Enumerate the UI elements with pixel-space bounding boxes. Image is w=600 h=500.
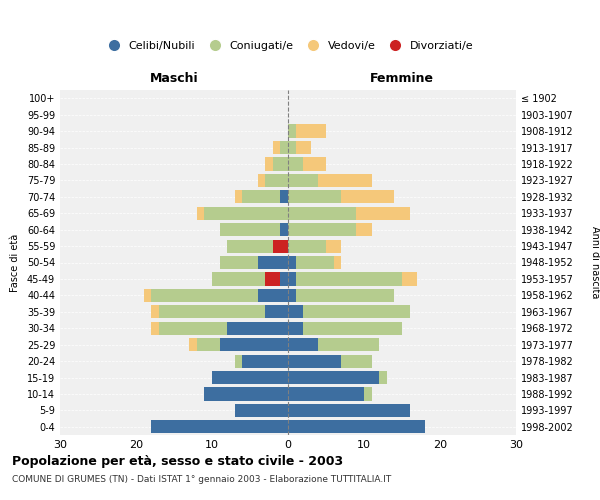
Bar — [257, 289, 288, 302]
Bar — [151, 420, 288, 434]
Bar — [273, 141, 280, 154]
Bar — [288, 289, 296, 302]
Bar — [303, 322, 402, 335]
Bar — [227, 322, 288, 335]
Bar — [273, 158, 288, 170]
Bar — [296, 141, 311, 154]
Bar — [319, 338, 379, 351]
Bar — [280, 223, 288, 236]
Bar — [205, 388, 288, 400]
Bar — [288, 206, 356, 220]
Bar — [220, 338, 288, 351]
Bar — [288, 141, 296, 154]
Bar — [189, 338, 197, 351]
Bar — [235, 190, 242, 203]
Text: Femmine: Femmine — [370, 72, 434, 85]
Bar — [379, 371, 387, 384]
Bar — [341, 354, 371, 368]
Bar — [235, 354, 242, 368]
Y-axis label: Fasce di età: Fasce di età — [10, 234, 20, 292]
Bar — [288, 174, 319, 187]
Bar — [257, 256, 288, 269]
Bar — [334, 256, 341, 269]
Bar — [296, 124, 326, 138]
Bar — [288, 354, 341, 368]
Text: COMUNE DI GRUMES (TN) - Dati ISTAT 1° gennaio 2003 - Elaborazione TUTTITALIA.IT: COMUNE DI GRUMES (TN) - Dati ISTAT 1° ge… — [12, 475, 391, 484]
Bar — [151, 289, 257, 302]
Bar — [288, 371, 379, 384]
Bar — [280, 190, 288, 203]
Bar — [159, 322, 227, 335]
Bar — [288, 420, 425, 434]
Bar — [280, 272, 288, 285]
Bar — [341, 190, 394, 203]
Bar — [212, 272, 280, 285]
Bar — [402, 272, 417, 285]
Bar — [265, 174, 288, 187]
Bar — [227, 240, 288, 252]
Bar — [288, 256, 296, 269]
Bar — [288, 272, 296, 285]
Bar — [288, 338, 319, 351]
Bar — [288, 388, 364, 400]
Bar — [288, 158, 303, 170]
Bar — [303, 305, 410, 318]
Bar — [242, 190, 280, 203]
Bar — [296, 272, 402, 285]
Bar — [235, 404, 288, 417]
Bar — [151, 322, 159, 335]
Text: Popolazione per età, sesso e stato civile - 2003: Popolazione per età, sesso e stato civil… — [12, 455, 343, 468]
Bar — [288, 223, 356, 236]
Text: Maschi: Maschi — [149, 72, 199, 85]
Bar — [364, 388, 371, 400]
Bar — [220, 223, 280, 236]
Legend: Celibi/Nubili, Coniugati/e, Vedovi/e, Divorziati/e: Celibi/Nubili, Coniugati/e, Vedovi/e, Di… — [98, 37, 478, 56]
Bar — [220, 256, 257, 269]
Bar — [273, 240, 288, 252]
Bar — [288, 404, 410, 417]
Bar — [265, 305, 288, 318]
Bar — [288, 305, 303, 318]
Bar — [159, 305, 265, 318]
Bar — [205, 206, 288, 220]
Bar — [197, 338, 220, 351]
Bar — [280, 141, 288, 154]
Bar — [303, 158, 326, 170]
Bar — [326, 240, 341, 252]
Y-axis label: Anni di nascita: Anni di nascita — [590, 226, 600, 298]
Bar — [288, 240, 326, 252]
Bar — [265, 272, 280, 285]
Bar — [257, 174, 265, 187]
Bar — [319, 174, 371, 187]
Bar — [242, 354, 288, 368]
Bar — [288, 190, 341, 203]
Bar — [197, 206, 205, 220]
Bar — [296, 256, 334, 269]
Bar — [356, 206, 410, 220]
Bar — [265, 158, 273, 170]
Bar — [356, 223, 371, 236]
Bar — [288, 322, 303, 335]
Bar — [151, 305, 159, 318]
Bar — [143, 289, 151, 302]
Bar — [288, 124, 296, 138]
Bar — [296, 289, 394, 302]
Bar — [212, 371, 288, 384]
